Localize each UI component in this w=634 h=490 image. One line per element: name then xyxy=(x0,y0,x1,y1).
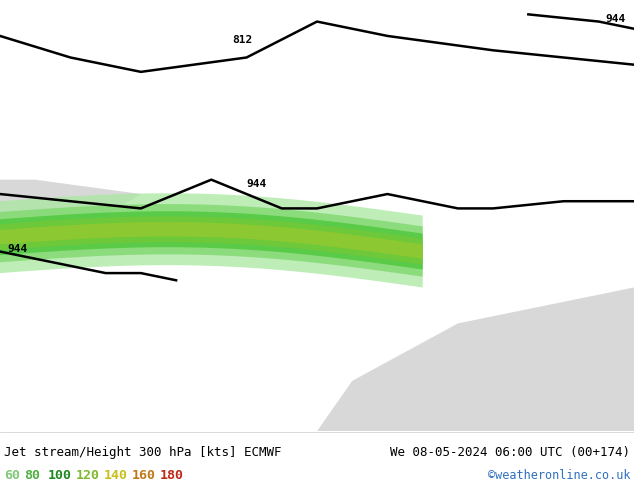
Polygon shape xyxy=(0,211,423,270)
Text: 812: 812 xyxy=(233,35,253,45)
Text: 160: 160 xyxy=(132,469,156,482)
Polygon shape xyxy=(0,204,423,277)
Text: 944: 944 xyxy=(7,244,27,253)
Polygon shape xyxy=(0,194,423,288)
Text: 944: 944 xyxy=(247,179,267,189)
Text: Jet stream/Height 300 hPa [kts] ECMWF: Jet stream/Height 300 hPa [kts] ECMWF xyxy=(4,446,281,460)
Polygon shape xyxy=(0,222,423,259)
Text: 944: 944 xyxy=(606,14,626,24)
Polygon shape xyxy=(0,180,141,216)
Text: 60: 60 xyxy=(4,469,20,482)
Text: We 08-05-2024 06:00 UTC (00+174): We 08-05-2024 06:00 UTC (00+174) xyxy=(390,446,630,460)
Text: 140: 140 xyxy=(104,469,128,482)
Polygon shape xyxy=(317,288,634,431)
Text: 100: 100 xyxy=(48,469,72,482)
Polygon shape xyxy=(0,216,423,265)
Text: 80: 80 xyxy=(24,469,40,482)
Text: 180: 180 xyxy=(160,469,184,482)
Text: ©weatheronline.co.uk: ©weatheronline.co.uk xyxy=(488,469,630,482)
Text: 120: 120 xyxy=(76,469,100,482)
